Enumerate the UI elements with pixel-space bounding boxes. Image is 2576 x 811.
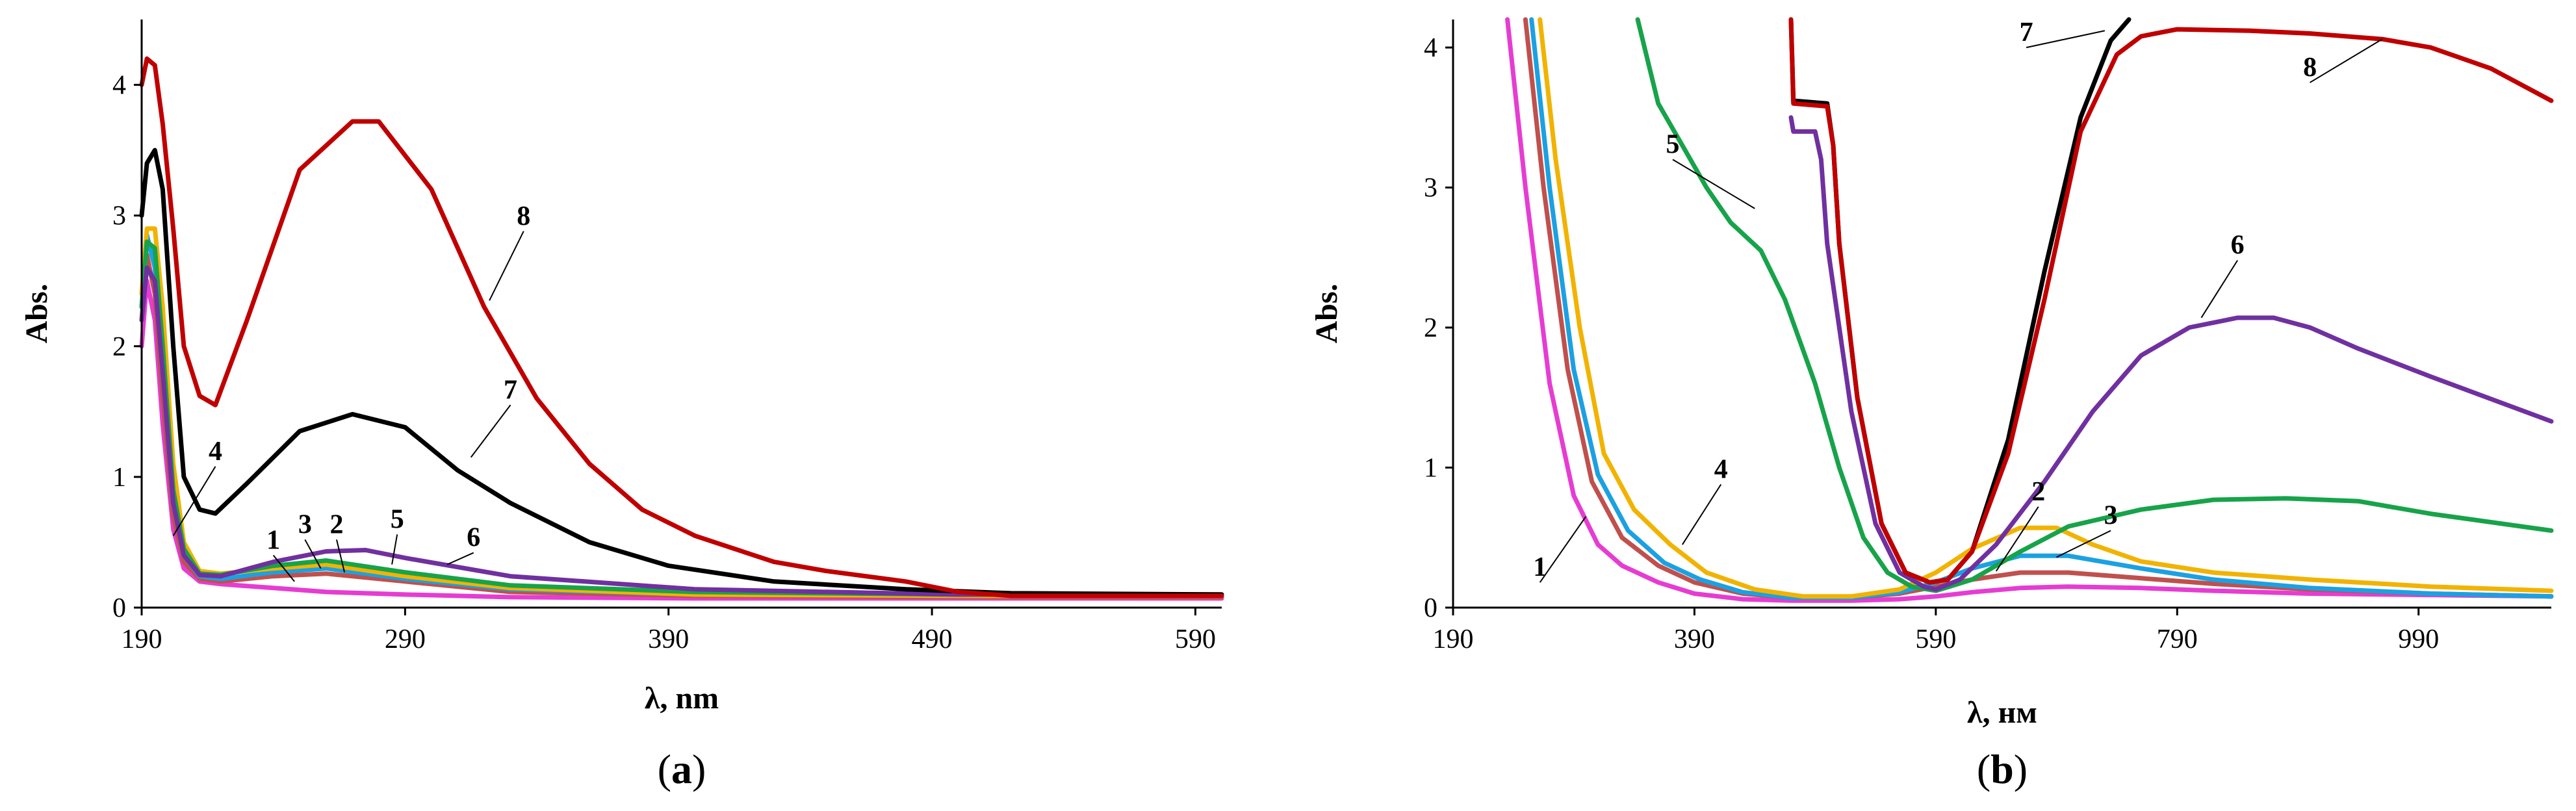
panel-b-curve-number: 1 [1533, 552, 1547, 582]
panel-b-tick-labels: 190 390 590 790 990 0 1 2 3 4 [1424, 33, 2439, 654]
panel-a-y-tick-label: 1 [112, 463, 126, 493]
panel-b-curve-labels: 1 4 5 2 3 6 7 8 [1533, 18, 2383, 583]
panel-a-label: (a) [658, 746, 706, 792]
panel-a-x-tick-label: 190 [122, 624, 162, 654]
panel-a-curves [139, 56, 1224, 601]
panel-b-curve-number: 2 [2031, 477, 2045, 507]
panel-b-curve-7 [1788, 17, 2132, 585]
panel-b-curves [1505, 17, 2554, 603]
panel-b-x-tick-label: 190 [1433, 624, 1474, 654]
panel-b-y-axis-title: Abs. [1309, 283, 1344, 343]
panel-a-y-tick-label: 0 [112, 593, 126, 623]
panel-b-x-tick-label: 390 [1674, 624, 1715, 654]
panel-b-curve-number: 3 [2104, 500, 2118, 530]
panel-b-curve-number: 5 [1666, 129, 1680, 159]
panel-a-leader-line [304, 539, 322, 569]
panel-b-leader-line [1995, 506, 2039, 572]
panel-a-curve-number: 1 [266, 526, 280, 556]
panel-b-leader-line [1672, 159, 1755, 209]
panel-a-x-tick-label: 290 [385, 624, 426, 654]
panel-a-curve-number: 7 [504, 375, 517, 405]
panel-a-y-axis-title: Abs. [19, 283, 54, 343]
panel-b-curve-4 [1538, 17, 2554, 599]
panel-a-curve-labels: 13 2 5 6 4 7 8 [172, 201, 530, 582]
panel-a-curve-5 [139, 239, 1224, 597]
panel-a-curve-number: 8 [517, 201, 530, 231]
panel-b-curve-6 [1788, 115, 2554, 592]
panel-b-x-axis-title: λ, нм [1967, 695, 2037, 730]
panel-b-x-tick-label: 790 [2157, 624, 2198, 654]
panel-b-y-tick-label: 2 [1424, 313, 1437, 343]
panel-a-leader-line [391, 534, 398, 565]
panel-b-curve-number: 7 [2020, 18, 2033, 47]
panel-a-leader-line [446, 552, 474, 565]
panel-a-x-tick-label: 390 [648, 624, 689, 654]
panel-a-x-axis-title: λ, nm [645, 681, 719, 715]
panel-a-curve-3 [139, 233, 1224, 599]
panel-b-curve-8 [1788, 17, 2554, 585]
panel-a-curve-number: 3 [298, 509, 312, 539]
panel-a-curve-number: 5 [391, 504, 404, 534]
panel-b-curve-number: 4 [1714, 454, 1728, 484]
panel-b-leader-line [1682, 483, 1722, 545]
panel-a-curve-number: 2 [329, 509, 343, 539]
panel-a-y-tick-label: 3 [112, 201, 126, 231]
panel-b-leader-line [2056, 530, 2111, 558]
panel-b-chart: 190 390 590 790 990 0 1 2 3 4 1 4 5 2 3 6 7 8 Abs. λ, нм… [1309, 17, 2554, 792]
panel-b-y-tick-label: 0 [1424, 593, 1437, 623]
panel-a-curve-number: 6 [467, 523, 480, 553]
panel-b-leader-line [2026, 30, 2106, 49]
panel-b-x-tick-label: 590 [1915, 624, 1956, 654]
panel-b-curve-number: 6 [2231, 231, 2245, 261]
panel-a-leader-line [335, 539, 346, 573]
panel-a-curve-6 [139, 265, 1224, 597]
panel-a-x-tick-label: 590 [1175, 624, 1216, 654]
panel-a-leader-line [172, 466, 216, 536]
panel-b-leader-line [2310, 38, 2383, 83]
panel-b-curve-number: 8 [2303, 53, 2317, 83]
panel-b-leader-line [1539, 516, 1587, 583]
panel-b-curve-5 [1635, 17, 2554, 593]
panel-a-leader-line [470, 404, 511, 458]
panel-a-leader-line [272, 554, 295, 582]
panel-b-leader-line [2200, 260, 2238, 318]
panel-a-curve-8 [139, 56, 1224, 599]
panel-a-curve-2 [139, 252, 1224, 600]
panel-a-curve-1 [139, 278, 1224, 601]
panel-b-label: (b) [1977, 746, 2028, 792]
panel-b-y-tick-label: 1 [1424, 454, 1437, 483]
panel-a-x-tick-label: 490 [912, 624, 953, 654]
panel-b-y-tick-label: 4 [1424, 33, 1437, 63]
panel-a-curve-4 [139, 226, 1224, 599]
panel-b-curve-1 [1505, 17, 2554, 603]
panel-a-curve-7 [139, 148, 1224, 597]
panel-a-leader-line [489, 231, 524, 301]
panel-a-letter: a [671, 746, 692, 792]
panel-a-curve-number: 4 [209, 437, 222, 467]
panel-a-y-tick-label: 2 [112, 332, 126, 362]
panel-b-y-tick-label: 3 [1424, 174, 1437, 203]
panel-a-y-tick-label: 4 [112, 71, 126, 101]
panel-b-letter: b [1990, 746, 2014, 792]
panel-b-x-tick-label: 990 [2398, 624, 2439, 654]
